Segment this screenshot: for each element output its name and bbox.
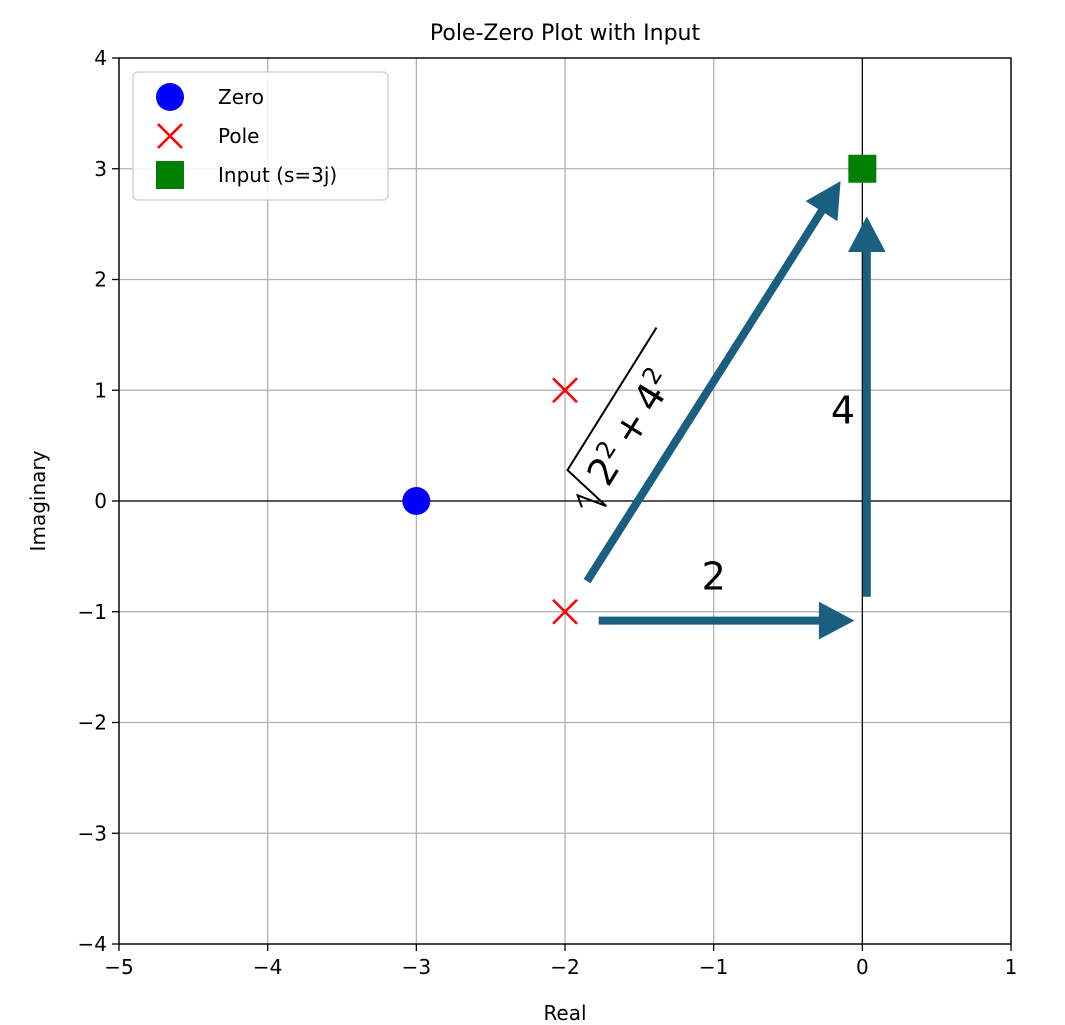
zero-marker — [156, 83, 184, 111]
x-tick-label: 0 — [856, 955, 869, 979]
legend-entry-label: Input (s=3j) — [218, 163, 337, 187]
vector-arrow — [583, 181, 841, 584]
chart-title: Pole-Zero Plot with Input — [430, 21, 701, 46]
x-tick-label: −3 — [402, 955, 431, 979]
pole-marker-stroke — [157, 123, 183, 149]
input-marker — [848, 154, 877, 183]
zero-marker — [402, 487, 431, 515]
x-tick-label: −2 — [550, 955, 579, 979]
y-axis-label: Imaginary — [26, 450, 50, 551]
side-length-label: 4 — [831, 388, 855, 432]
y-tick-label: 2 — [94, 268, 107, 292]
x-tick-label: −1 — [699, 955, 728, 979]
x-axis-label: Real — [543, 1001, 586, 1025]
y-tick-label: −2 — [78, 711, 107, 735]
pole-marker-stroke — [552, 598, 578, 625]
pole-marker — [157, 123, 183, 149]
y-tick-label: 0 — [94, 489, 107, 513]
arrows-layer — [583, 181, 886, 640]
vector-arrow — [847, 216, 886, 597]
y-tick-label: 3 — [94, 157, 107, 181]
y-tick-label: 4 — [94, 46, 107, 70]
pole-marker-stroke — [552, 377, 578, 404]
vector-arrow — [598, 601, 855, 640]
legend-entry-label: Pole — [218, 124, 259, 148]
origin-axis-lines — [119, 58, 1011, 944]
y-tick-label: −1 — [78, 600, 107, 624]
legend: Zero Pole Input (s=3j) — [132, 71, 389, 201]
pole-marker — [552, 598, 578, 625]
y-tick-label: 1 — [94, 378, 107, 402]
sqrt-radical — [566, 327, 658, 508]
input-marker — [156, 161, 184, 189]
y-tick-label: −4 — [78, 932, 107, 956]
x-tick-label: −4 — [253, 955, 282, 979]
legend-entry-label: Zero — [218, 85, 264, 109]
legend-box — [132, 71, 389, 201]
x-tick-label: −5 — [104, 955, 133, 979]
x-tick-label: 1 — [1005, 955, 1018, 979]
side-length-label: 2 — [702, 555, 726, 599]
pole-marker — [552, 377, 578, 404]
y-tick-label: −3 — [78, 821, 107, 845]
markers-layer — [402, 154, 877, 625]
